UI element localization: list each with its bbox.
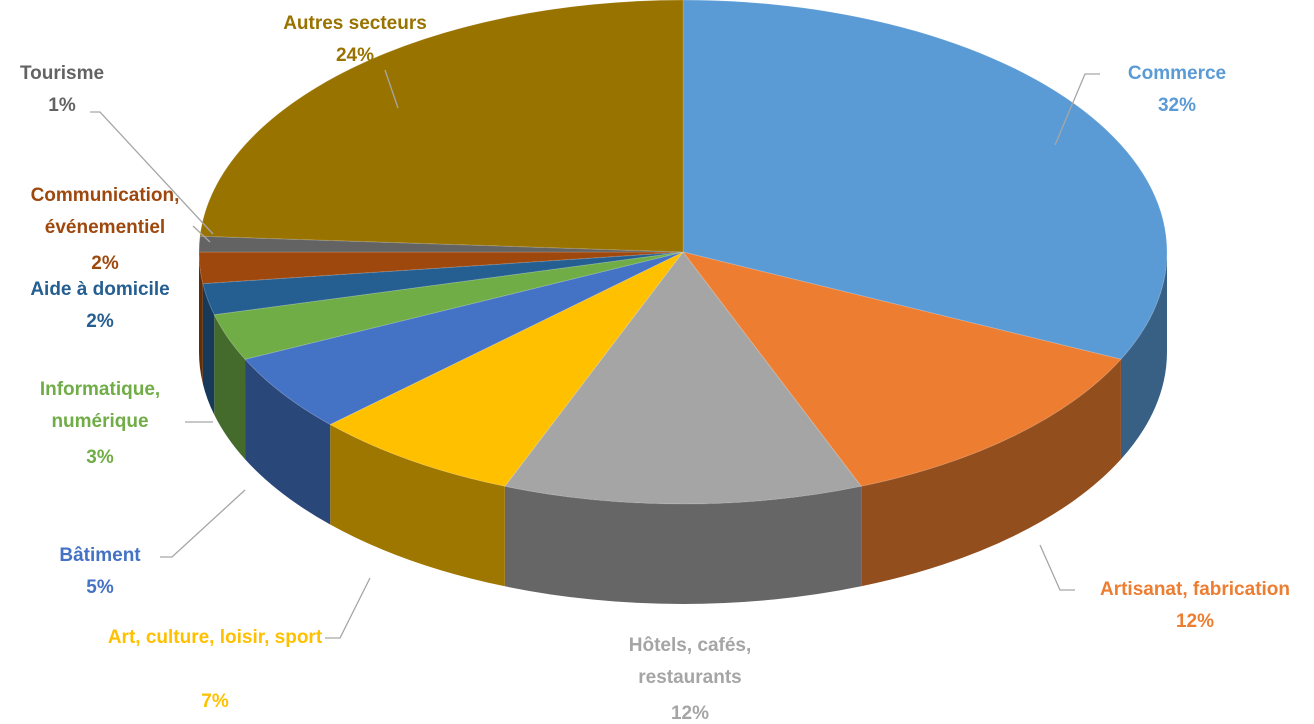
slice: [329, 251, 684, 487]
slice-value-label: 12%: [1175, 611, 1215, 632]
slice-value-label: 5%: [86, 577, 114, 598]
leader-line: [1039, 544, 1075, 591]
slice: [198, 235, 684, 253]
slice-value-label: 12%: [670, 703, 710, 724]
leader-line: [1054, 73, 1100, 146]
slice-label: Informatique, numérique: [39, 379, 161, 432]
slice-value-label: 24%: [335, 45, 375, 66]
leader-line: [90, 111, 214, 235]
slice-label: Tourisme: [19, 63, 105, 84]
slice-label: Autres secteurs: [283, 13, 427, 34]
slice-side: [330, 424, 505, 587]
leader-line: [384, 69, 399, 109]
slice-side: [245, 359, 331, 525]
slice-label: Artisanat, fabrication: [1099, 579, 1291, 600]
slice-value-label: 3%: [86, 447, 114, 468]
slice-side: [1120, 252, 1167, 460]
slice-label: Art, culture, loisir, sport: [107, 627, 323, 648]
slice-label: Commerce: [1127, 63, 1227, 84]
leader-line: [160, 489, 246, 558]
leader-line: [192, 225, 211, 243]
slice: [682, 0, 1168, 360]
slice-side: [504, 486, 862, 604]
slice-side: [202, 283, 215, 415]
slice-value-label: 1%: [48, 95, 76, 116]
leader-line: [325, 577, 371, 639]
slice-side: [214, 314, 246, 460]
slice-label: Bâtiment: [59, 545, 141, 566]
slice: [503, 251, 863, 505]
slice-label: Hôtels, cafés, restaurants: [628, 635, 752, 688]
slice: [244, 251, 684, 426]
slice-value-label: 2%: [91, 253, 119, 274]
slice-label: Aide à domicile: [30, 279, 170, 300]
slice-side: [861, 359, 1121, 587]
slice: [681, 251, 1122, 487]
slice-value-label: 32%: [1157, 95, 1197, 116]
slice: [199, 0, 684, 253]
slice-value-label: 7%: [201, 691, 229, 712]
slice: [202, 251, 684, 316]
slice-side: [199, 252, 203, 384]
slice: [198, 251, 684, 285]
slice: [213, 251, 684, 360]
slice-label: Communication, événementiel: [30, 185, 180, 238]
slice-value-label: 2%: [86, 311, 114, 332]
